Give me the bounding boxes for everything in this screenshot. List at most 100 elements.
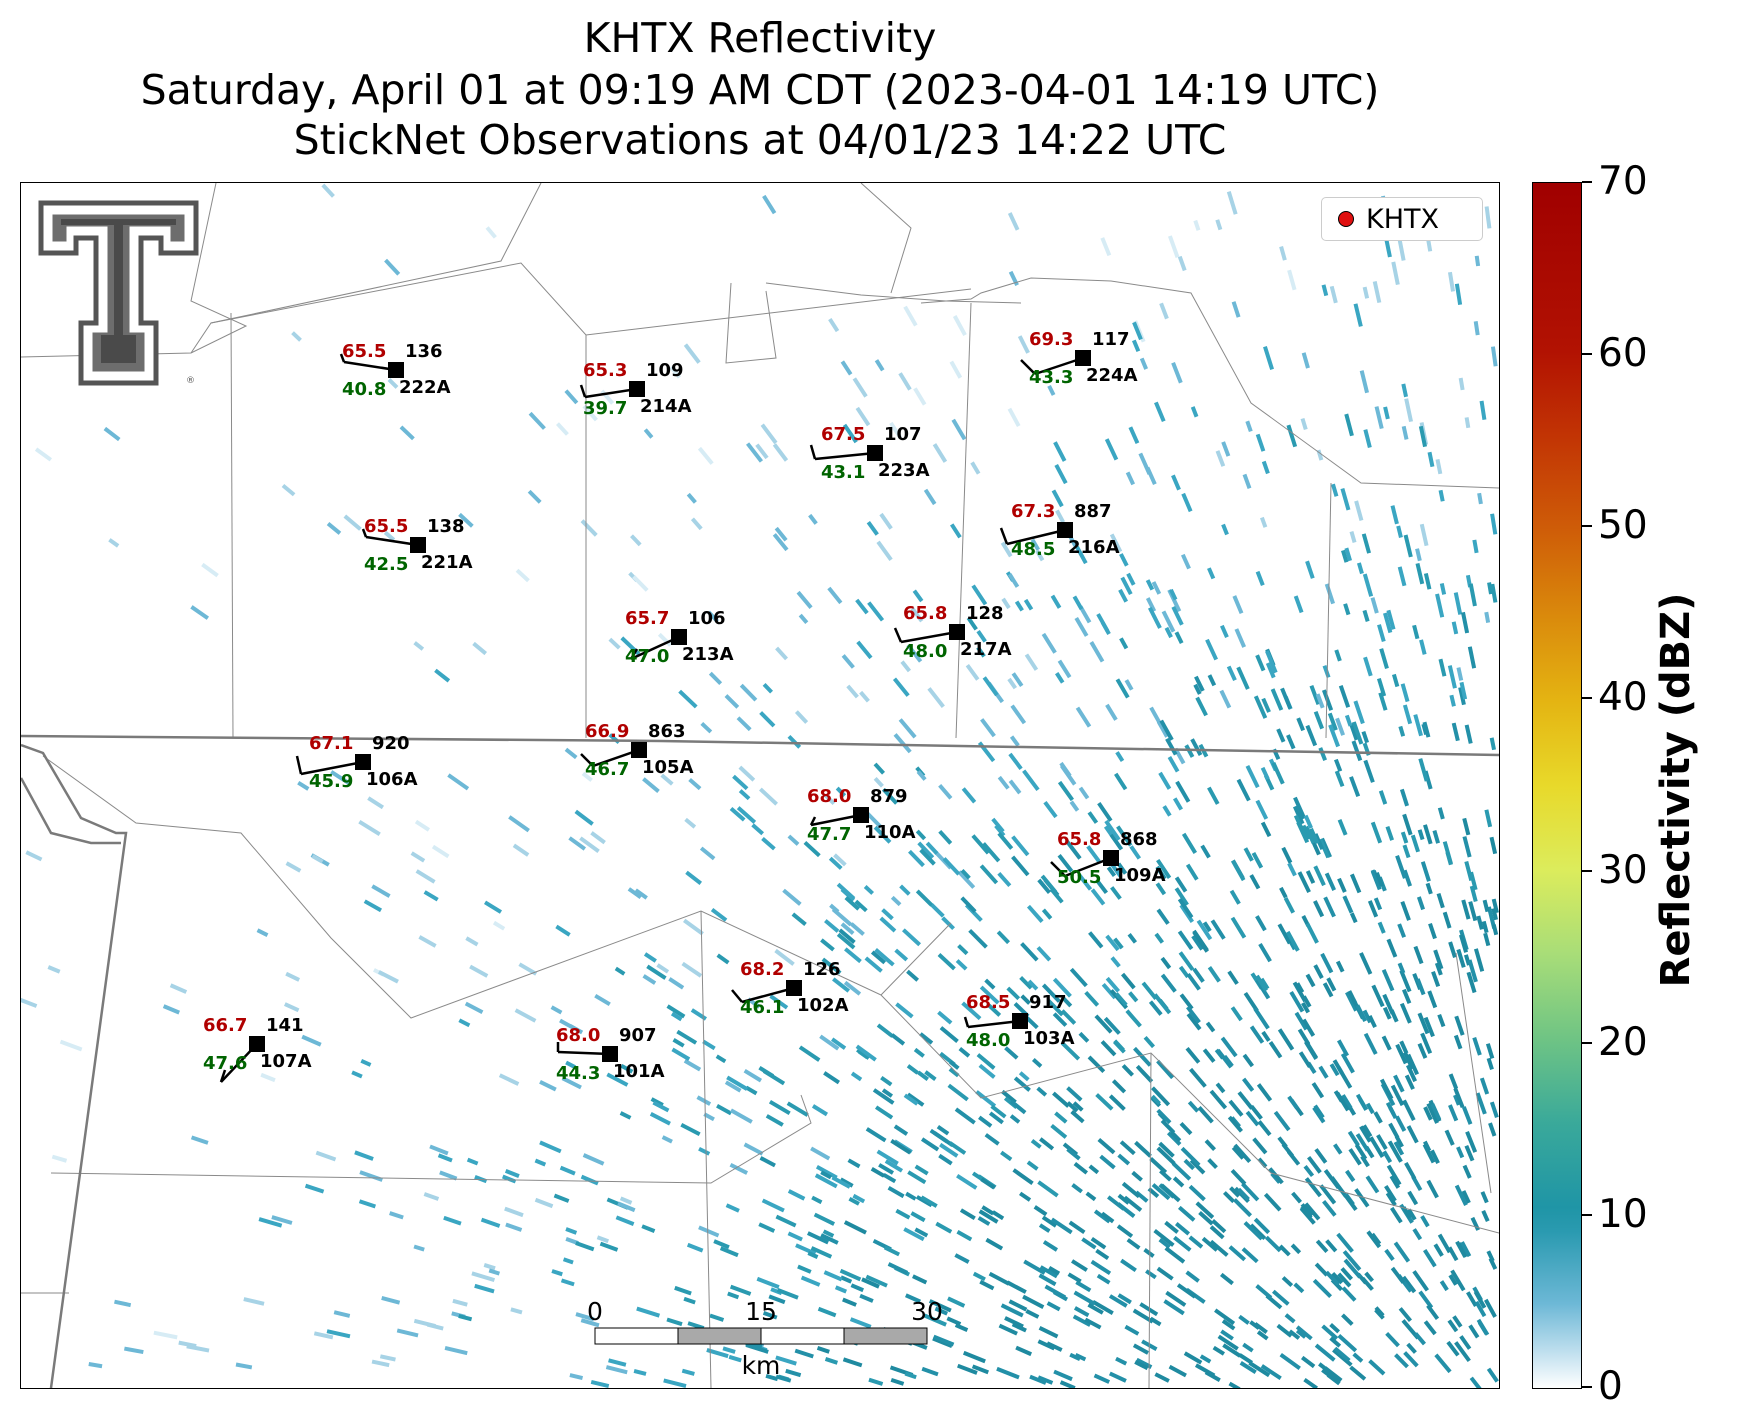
radar-gate xyxy=(162,1004,181,1015)
radar-gate xyxy=(902,928,922,947)
radar-gate xyxy=(1423,1320,1437,1336)
radar-gate xyxy=(1068,1220,1086,1234)
radar-gate xyxy=(1145,579,1155,591)
radar-gate xyxy=(1132,1308,1154,1324)
radar-gate xyxy=(1242,1077,1255,1092)
radar-gate xyxy=(330,770,352,786)
radar-gate xyxy=(1073,1306,1090,1318)
radar-gate xyxy=(1328,724,1341,748)
map-panel[interactable]: 65.5 136 40.8 222A 65.3 109 39.7 214A 69.3 117 43.… xyxy=(20,182,1500,1389)
radar-gate xyxy=(1178,951,1195,971)
radar-gate xyxy=(1020,942,1039,962)
radar-gate xyxy=(794,1348,814,1359)
radar-gate xyxy=(1467,959,1478,983)
radar-gate xyxy=(1173,1235,1192,1252)
radar-gate xyxy=(977,1216,991,1226)
radar-gate xyxy=(1243,1221,1264,1241)
radar-gate xyxy=(984,1133,1000,1146)
radar-gate xyxy=(492,920,506,931)
radar-gate xyxy=(1175,780,1191,803)
radar-gate xyxy=(1486,906,1497,930)
radar-gate xyxy=(774,948,795,966)
radar-gate xyxy=(1181,832,1198,854)
radar-gate xyxy=(1148,1000,1163,1016)
radar-gate xyxy=(1293,796,1307,820)
radar-gate xyxy=(534,1197,554,1209)
station-pressure: 907 xyxy=(619,1025,657,1046)
radar-gate xyxy=(920,1137,940,1152)
radar-gate xyxy=(1344,714,1353,727)
radar-gate xyxy=(739,683,758,702)
radar-gate xyxy=(725,1203,740,1213)
radar-gate xyxy=(504,1169,520,1179)
radar-gate xyxy=(1029,1374,1047,1385)
radar-gate xyxy=(1491,908,1498,921)
radar-gate xyxy=(1089,641,1105,663)
radar-gate xyxy=(1040,874,1058,894)
radar-gate xyxy=(1156,1266,1174,1281)
radar-gate xyxy=(1053,441,1067,462)
radar-gate xyxy=(333,1310,351,1318)
colorbar-tick-label: 50 xyxy=(1598,503,1648,549)
radar-gate xyxy=(123,1346,144,1355)
radar-gate xyxy=(1159,719,1174,741)
radar-gate xyxy=(1119,553,1129,567)
radar-gate xyxy=(685,870,702,885)
radar-gate xyxy=(1435,593,1445,618)
radar-gate xyxy=(1447,1246,1459,1262)
radar-gate xyxy=(1253,1007,1270,1030)
radar-gate xyxy=(1476,1318,1490,1336)
radar-gate xyxy=(1430,1103,1442,1121)
radar-gate xyxy=(876,540,893,561)
radar-gate xyxy=(1162,805,1172,817)
radar-gate xyxy=(708,671,723,686)
radar-gate xyxy=(1192,931,1209,953)
radar-gate xyxy=(1313,865,1326,887)
radar-gate xyxy=(948,1060,960,1070)
radar-gate xyxy=(47,965,61,974)
radar-gate xyxy=(836,932,856,950)
radar-gate xyxy=(1117,1193,1130,1205)
radar-gate xyxy=(881,787,898,805)
radar-gate xyxy=(1349,776,1361,797)
station-pressure: 128 xyxy=(966,603,1004,624)
radar-gate xyxy=(458,512,474,528)
radar-gate xyxy=(706,1347,729,1359)
radar-gate xyxy=(1000,541,1013,558)
radar-gate xyxy=(890,1377,905,1386)
radar-gate xyxy=(1107,1195,1126,1211)
wind-barb-flag xyxy=(963,1016,970,1028)
radar-gate xyxy=(1185,1270,1200,1283)
radar-gate xyxy=(1484,206,1492,229)
radar-gate xyxy=(1362,1124,1373,1138)
wind-barb-flag xyxy=(1050,861,1066,877)
radar-gate xyxy=(976,1053,996,1070)
radar-gate xyxy=(1090,1236,1107,1250)
radar-gate xyxy=(1165,1290,1187,1307)
radar-gate xyxy=(1314,1262,1329,1277)
radar-gate xyxy=(1397,237,1406,261)
radar-gate xyxy=(1249,1320,1261,1330)
radar-gate xyxy=(1243,991,1259,1013)
radar-gate xyxy=(1268,1041,1283,1059)
scale-segment xyxy=(677,1327,762,1345)
map-subtitle-obs: StickNet Observations at 04/01/23 14:22 … xyxy=(293,116,1227,164)
logo-core xyxy=(61,219,176,363)
